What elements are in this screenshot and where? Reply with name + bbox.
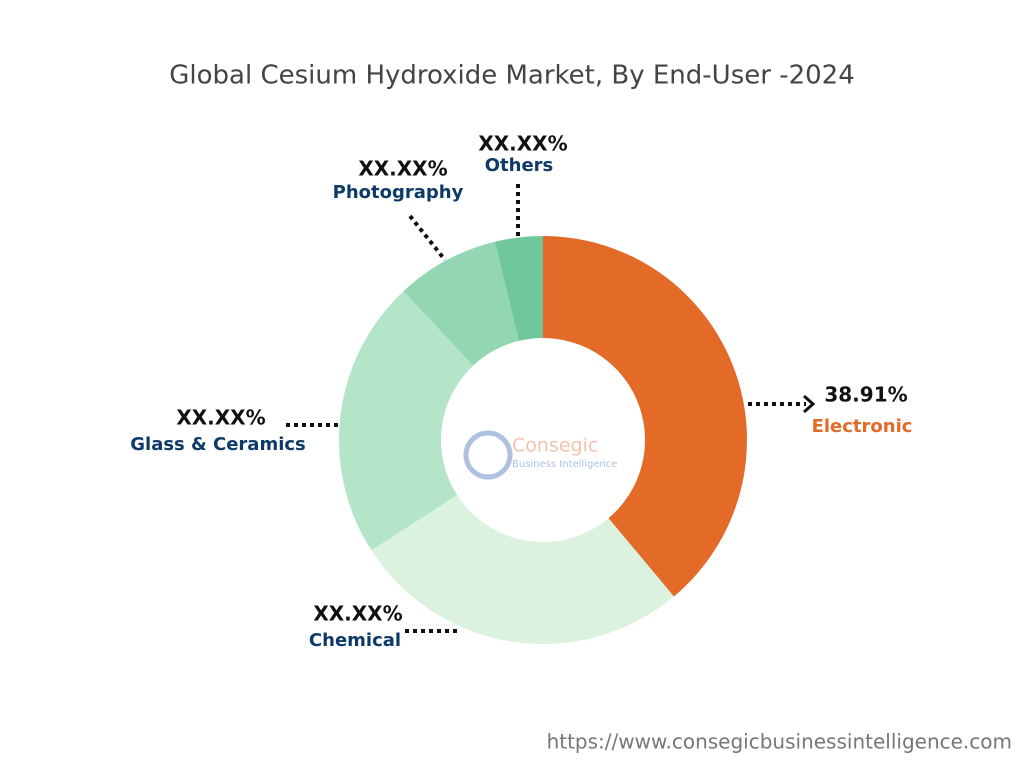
value-label: XX.XX% bbox=[313, 602, 402, 626]
value-label: XX.XX% bbox=[176, 406, 265, 430]
value-label: 38.91% bbox=[824, 383, 907, 407]
donut-slice bbox=[543, 236, 747, 597]
value-label: XX.XX% bbox=[358, 157, 447, 181]
leader-line bbox=[408, 214, 447, 262]
leader-arrow bbox=[803, 394, 816, 414]
category-label: Others bbox=[485, 155, 554, 176]
value-label: XX.XX% bbox=[478, 132, 567, 156]
category-label: Electronic bbox=[812, 416, 913, 437]
category-label: Photography bbox=[333, 182, 464, 203]
logo: Consegic Business Intelligence bbox=[463, 430, 617, 480]
donut bbox=[339, 236, 747, 644]
chart-title: Global Cesium Hydroxide Market, By End-U… bbox=[169, 61, 855, 91]
category-label: Chemical bbox=[309, 630, 401, 651]
donut-slice bbox=[371, 495, 674, 644]
donut-slice bbox=[339, 291, 474, 551]
donut-slice bbox=[494, 236, 543, 341]
donut-slice bbox=[403, 241, 519, 366]
source-url: https://www.consegicbusinessintelligence… bbox=[547, 730, 1012, 754]
logo-name: Consegic bbox=[512, 435, 598, 457]
category-label: Glass & Ceramics bbox=[130, 434, 306, 455]
logo-icon bbox=[463, 430, 513, 480]
logo-sub: Business Intelligence bbox=[512, 459, 617, 470]
